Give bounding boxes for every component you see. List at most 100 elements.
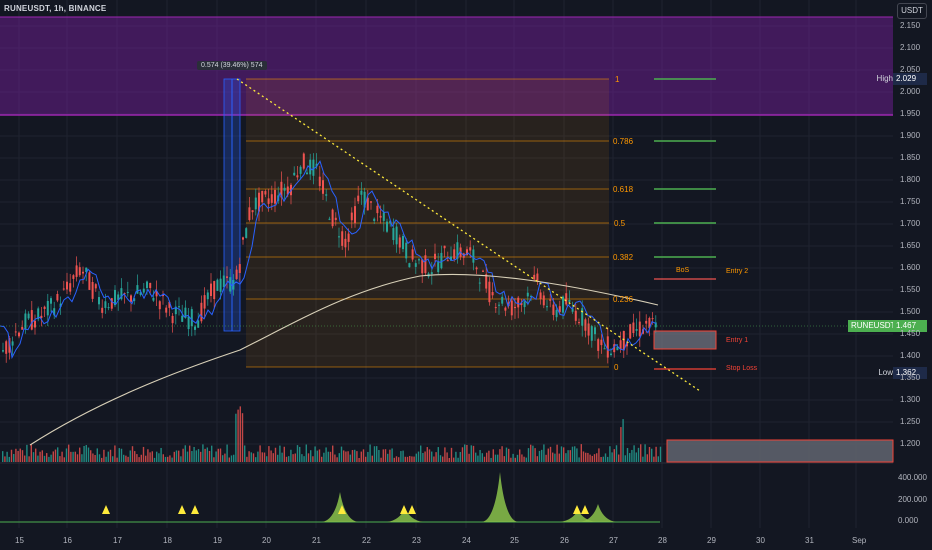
volume-bar (369, 444, 371, 462)
volume-bar (567, 450, 569, 462)
volume-bar (131, 446, 134, 462)
price-tick: 1.650 (900, 241, 921, 250)
candle-body (430, 272, 433, 275)
candle-body (123, 293, 126, 295)
candle-body (421, 259, 424, 274)
volume-bar (549, 446, 552, 462)
candle-body (606, 336, 609, 358)
volume-bar (17, 451, 19, 462)
volume-bar (624, 455, 626, 462)
candle-body (354, 206, 356, 224)
symbol-title[interactable]: RUNEUSDT, 1h, BINANCE (4, 4, 107, 13)
volume-bar (138, 457, 140, 462)
volume-bar (79, 447, 81, 462)
volume-bar (13, 454, 15, 462)
volume-bar (246, 456, 248, 462)
volume-bar (642, 456, 644, 462)
volume-bar (173, 451, 175, 462)
volume-bar (15, 448, 17, 462)
time-tick: Sep (852, 536, 867, 545)
volume-bar (224, 453, 226, 462)
candle-body (133, 298, 136, 302)
volume-bar (362, 449, 365, 462)
time-tick: 22 (362, 536, 371, 545)
volume-bar (508, 448, 510, 462)
volume-bar (552, 452, 554, 462)
volume-bar (503, 456, 505, 462)
candle-body (517, 297, 520, 308)
candle-body (72, 275, 75, 279)
candle-body (389, 220, 392, 224)
volume-bar (459, 451, 461, 462)
candle-body (533, 274, 536, 280)
volume-bar (94, 454, 96, 462)
volume-bar (464, 444, 466, 462)
time-tick: 28 (658, 536, 667, 545)
volume-bar (343, 450, 345, 462)
volume-bar (239, 406, 241, 462)
volume-bar (54, 449, 57, 462)
volume-bar (345, 451, 347, 462)
signal-triangle (581, 505, 589, 514)
candle-body (91, 282, 94, 299)
price-tick: 2.100 (900, 43, 921, 52)
volume-bar (477, 455, 479, 462)
candle-body (37, 308, 40, 320)
volume-bar (321, 456, 323, 462)
volume-bar (483, 456, 486, 462)
volume-bar (206, 447, 208, 462)
candle-body (98, 297, 100, 305)
volume-bar (646, 454, 648, 462)
volume-bar (497, 454, 499, 462)
indicator-tick: 0.000 (898, 516, 919, 525)
candle-body (437, 262, 440, 273)
candle-body (523, 301, 526, 308)
volume-bar (457, 457, 459, 462)
volume-bar (43, 455, 46, 462)
price-tick: 2.150 (900, 21, 921, 30)
candle-body (443, 245, 446, 249)
candle-body (267, 198, 270, 204)
time-tick: 15 (15, 536, 24, 545)
candle-body (341, 231, 344, 246)
candle-body (296, 175, 299, 178)
volume-bar (272, 453, 274, 462)
candle-body (456, 242, 459, 259)
candle-body (187, 316, 190, 330)
volume-bar (404, 456, 406, 462)
candle-body (363, 191, 366, 208)
volume-bar (472, 445, 475, 462)
candle-body (155, 290, 158, 297)
candle-body (206, 292, 209, 300)
candle-body (299, 166, 302, 174)
candle-body (562, 296, 564, 313)
signal-triangle (573, 505, 581, 514)
candle-body (78, 267, 81, 276)
volume-bar (41, 450, 43, 462)
volume-bar (376, 446, 378, 462)
time-tick: 29 (707, 536, 716, 545)
candle-body (414, 263, 417, 267)
volume-bar (415, 453, 417, 462)
volume-bar (532, 445, 534, 462)
candle-body (376, 205, 379, 214)
volume-bar (208, 450, 211, 462)
volume-bar (609, 446, 611, 462)
candle-body (258, 192, 260, 212)
volume-bar (167, 456, 169, 462)
volume-bar (32, 452, 35, 462)
currency-button[interactable]: USDT (897, 3, 927, 19)
volume-bar (600, 457, 602, 462)
candle-body (11, 341, 14, 346)
volume-bar (585, 452, 587, 462)
candle-body (418, 259, 420, 261)
candle-body (27, 313, 30, 319)
volume-bar (334, 454, 336, 462)
volume-bar (226, 444, 228, 462)
volume-bar (325, 447, 327, 462)
candle-body (82, 271, 84, 274)
candle-body (136, 285, 139, 294)
volume-bar (536, 456, 538, 462)
candle-body (203, 295, 206, 309)
